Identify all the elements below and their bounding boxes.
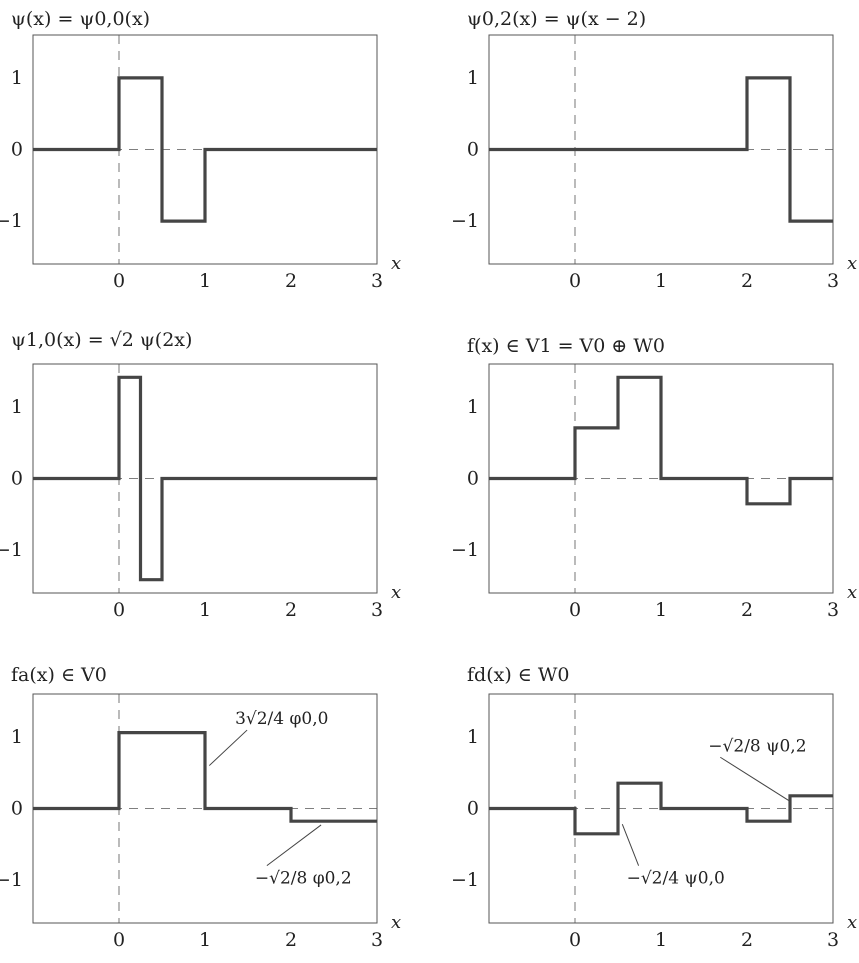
x-tick-label: 0 bbox=[569, 270, 581, 292]
x-tick-label: 2 bbox=[741, 599, 753, 621]
y-tick-label: 0 bbox=[11, 468, 23, 490]
y-tick-label: −1 bbox=[451, 210, 479, 232]
y-tick-label: −1 bbox=[451, 539, 479, 561]
y-tick-label: 1 bbox=[11, 67, 23, 89]
step-curve bbox=[33, 731, 377, 823]
annotation-label: −√2/8 φ0,2 bbox=[255, 869, 352, 889]
annotation-leader bbox=[621, 824, 640, 866]
x-tick-label: 0 bbox=[113, 929, 125, 951]
y-tick-label: 0 bbox=[467, 798, 479, 820]
x-tick-label: 1 bbox=[199, 929, 211, 951]
x-tick-label: 1 bbox=[655, 929, 667, 951]
x-tick-label: 2 bbox=[285, 929, 297, 951]
x-tick-label: 3 bbox=[827, 270, 839, 292]
panel-title: ψ(x) = ψ0,0(x) bbox=[11, 8, 150, 30]
y-tick-label: 0 bbox=[467, 139, 479, 161]
panel-3: ψ1,0(x) = √2 ψ(2x) 0 1 2 3 −1 0 1 x bbox=[0, 329, 401, 621]
annotation-label: 3√2/4 φ0,0 bbox=[235, 709, 328, 729]
x-tick-label: 1 bbox=[655, 270, 667, 292]
x-tick-label: 1 bbox=[655, 599, 667, 621]
x-tick-label: 0 bbox=[569, 599, 581, 621]
panel-5: fa(x) ∈ V0 0 1 2 3 −1 0 1 x 3√2/4 φ0,0 −√2/8 φ0,2 bbox=[0, 664, 401, 951]
x-axis-label: x bbox=[847, 253, 857, 274]
x-tick-label: 0 bbox=[113, 599, 125, 621]
annotation-leader bbox=[720, 756, 791, 802]
x-tick-label: 0 bbox=[569, 929, 581, 951]
panel-title: ψ1,0(x) = √2 ψ(2x) bbox=[11, 329, 192, 351]
step-curve bbox=[489, 76, 833, 223]
x-tick-label: 2 bbox=[285, 599, 297, 621]
panel-title: fa(x) ∈ V0 bbox=[11, 664, 107, 686]
annotation-leader bbox=[208, 729, 248, 766]
step-curve bbox=[489, 781, 833, 836]
x-tick-label: 3 bbox=[371, 599, 383, 621]
x-tick-label: 3 bbox=[371, 270, 383, 292]
panel-title: fd(x) ∈ W0 bbox=[467, 664, 570, 686]
y-tick-label: 0 bbox=[11, 139, 23, 161]
annotation-leader bbox=[266, 824, 322, 867]
panel-6: fd(x) ∈ W0 0 1 2 3 −1 0 1 x −√2/4 ψ0,0 −√2/8 ψ0,2 bbox=[451, 664, 857, 951]
y-tick-label: 1 bbox=[467, 67, 479, 89]
panel-1: ψ(x) = ψ0,0(x) 0 1 2 3 −1 0 1 x bbox=[0, 8, 401, 292]
step-curve bbox=[33, 375, 377, 582]
panel-title: ψ0,2(x) = ψ(x − 2) bbox=[467, 8, 646, 30]
x-tick-label: 3 bbox=[371, 929, 383, 951]
x-tick-label: 3 bbox=[827, 929, 839, 951]
x-axis-label: x bbox=[391, 253, 401, 274]
x-tick-label: 3 bbox=[827, 599, 839, 621]
y-tick-label: −1 bbox=[0, 539, 23, 561]
y-tick-label: −1 bbox=[0, 210, 23, 232]
annotation-label: −√2/8 ψ0,2 bbox=[708, 736, 806, 756]
x-tick-label: 0 bbox=[113, 270, 125, 292]
y-tick-label: −1 bbox=[451, 869, 479, 891]
annotation-label: −√2/4 ψ0,0 bbox=[627, 869, 725, 889]
panel-title: f(x) ∈ V1 = V0 ⊕ W0 bbox=[467, 335, 665, 357]
y-tick-label: 0 bbox=[11, 798, 23, 820]
panel-2: ψ0,2(x) = ψ(x − 2) 0 1 2 3 −1 0 1 x bbox=[451, 8, 857, 292]
y-tick-label: −1 bbox=[0, 869, 23, 891]
panel-4: f(x) ∈ V1 = V0 ⊕ W0 0 1 2 3 −1 0 1 x bbox=[451, 335, 857, 621]
x-axis-label: x bbox=[847, 582, 857, 603]
x-axis-label: x bbox=[847, 912, 857, 933]
x-tick-label: 1 bbox=[199, 270, 211, 292]
step-curve bbox=[33, 76, 377, 223]
y-tick-label: 0 bbox=[467, 468, 479, 490]
x-tick-label: 2 bbox=[741, 270, 753, 292]
y-tick-label: 1 bbox=[11, 396, 23, 418]
x-axis-label: x bbox=[391, 582, 401, 603]
y-tick-label: 1 bbox=[467, 726, 479, 748]
x-tick-label: 1 bbox=[199, 599, 211, 621]
step-curve bbox=[489, 375, 833, 506]
y-tick-label: 1 bbox=[11, 726, 23, 748]
y-tick-label: 1 bbox=[467, 396, 479, 418]
x-tick-label: 2 bbox=[285, 270, 297, 292]
x-axis-label: x bbox=[391, 912, 401, 933]
x-tick-label: 2 bbox=[741, 929, 753, 951]
